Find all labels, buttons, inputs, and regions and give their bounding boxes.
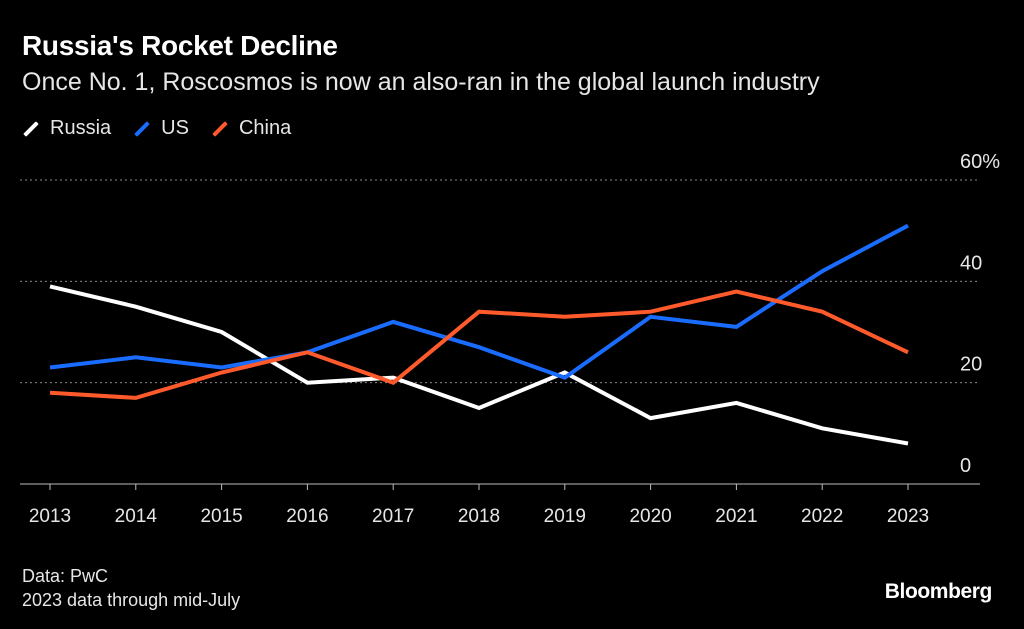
- x-tick-label-2019: 2019: [544, 506, 586, 527]
- x-tick-label-2023: 2023: [887, 506, 929, 527]
- chart-title: Russia's Rocket Decline: [22, 30, 338, 61]
- legend-item-russia: Russia: [22, 117, 111, 140]
- legend-label-china: China: [238, 117, 292, 139]
- source-note: Data: PwC 2023 data through mid-July: [22, 564, 240, 612]
- y-tick-label-20: 20: [960, 354, 982, 376]
- data-note: 2023 data through mid-July: [22, 590, 241, 610]
- y-tick-label-0: 0: [960, 455, 971, 477]
- y-tick-label-40: 40: [960, 252, 982, 274]
- source-label: Data: PwC: [22, 566, 109, 586]
- series-line-china: [49, 289, 909, 400]
- x-tick-label-2015: 2015: [200, 506, 242, 527]
- legend-item-china: China: [211, 117, 291, 140]
- x-tick-label-2021: 2021: [715, 506, 757, 527]
- legend-label-us: US: [161, 117, 189, 139]
- legend: Russia US China: [22, 117, 313, 140]
- legend-item-us: US: [133, 117, 189, 140]
- y-tick-label-60: 60%: [960, 151, 1000, 173]
- series-line-us: [49, 223, 909, 380]
- x-tick-label-2022: 2022: [801, 506, 843, 527]
- legend-label-russia: Russia: [50, 117, 112, 139]
- chart-subtitle: Once No. 1, Roscosmos is now an also-ran…: [22, 68, 820, 96]
- x-tick-label-2018: 2018: [458, 506, 500, 527]
- series-line-russia: [49, 284, 909, 446]
- x-tick-label-2014: 2014: [115, 506, 158, 527]
- x-tick-label-2013: 2013: [29, 506, 71, 527]
- x-tick-label-2020: 2020: [629, 506, 671, 527]
- bloomberg-logo: Bloomberg: [884, 580, 993, 603]
- x-tick-label-2017: 2017: [372, 506, 414, 527]
- x-tick-label-2016: 2016: [286, 506, 328, 527]
